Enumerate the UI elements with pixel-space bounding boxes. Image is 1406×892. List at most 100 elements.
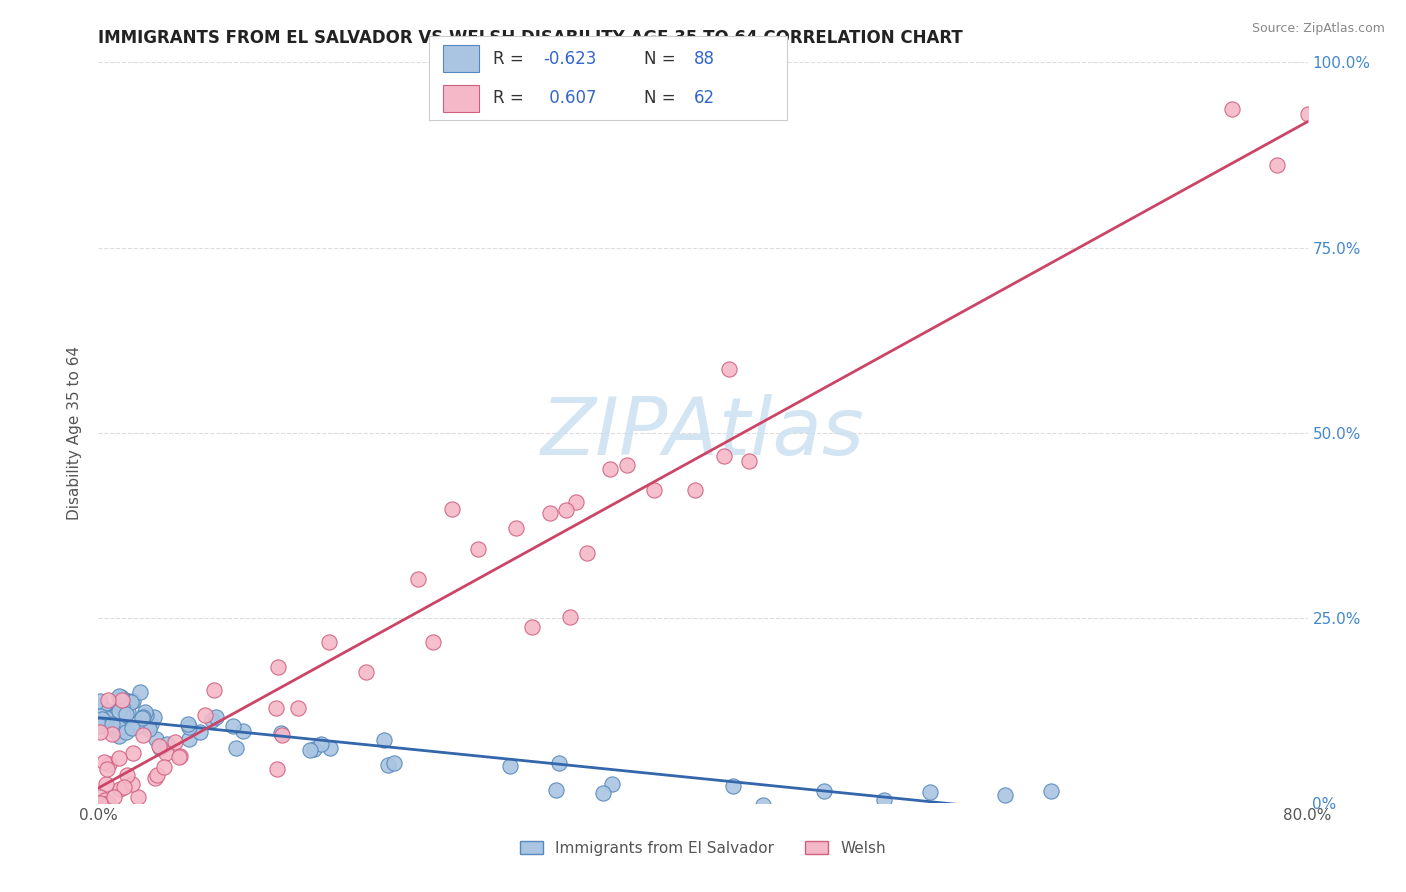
Point [354, 665, 377, 679]
Text: R =: R = [494, 50, 530, 68]
Point [110, 721, 132, 735]
Point [169, 748, 191, 763]
Point [97, 704, 120, 718]
FancyBboxPatch shape [443, 85, 479, 112]
Point [104, 708, 127, 723]
Point [112, 719, 135, 733]
Point [100, 706, 122, 721]
Point [522, 620, 544, 634]
Point [1267, 158, 1289, 172]
Point [89, 709, 111, 723]
Point [600, 777, 623, 791]
Point [188, 724, 211, 739]
Point [813, 784, 835, 798]
Point [299, 743, 322, 757]
Text: ZIPAtlas: ZIPAtlas [541, 393, 865, 472]
Point [104, 718, 127, 732]
Point [111, 708, 134, 723]
Point [576, 546, 599, 560]
Legend: Immigrants from El Salvador, Welsh: Immigrants from El Salvador, Welsh [515, 835, 891, 862]
Point [406, 572, 429, 586]
Point [103, 790, 125, 805]
Point [592, 786, 614, 800]
Point [142, 710, 165, 724]
Point [89, 693, 111, 707]
Point [718, 362, 741, 376]
Point [616, 458, 638, 473]
Point [110, 693, 132, 707]
Point [108, 782, 131, 797]
Point [122, 694, 145, 708]
Point [105, 704, 128, 718]
Point [558, 610, 581, 624]
Point [112, 780, 135, 795]
Point [1039, 784, 1062, 798]
Point [153, 760, 176, 774]
Point [135, 708, 157, 723]
Point [134, 705, 156, 719]
Point [266, 762, 288, 776]
Point [139, 716, 162, 731]
Point [136, 719, 159, 733]
Point [752, 798, 775, 813]
Point [98, 756, 121, 771]
Point [114, 704, 136, 718]
Point [97, 796, 120, 810]
Point [93, 712, 115, 726]
Point [302, 742, 325, 756]
Point [145, 732, 167, 747]
Point [155, 746, 177, 760]
Point [117, 694, 139, 708]
Point [467, 542, 489, 557]
Point [267, 660, 290, 674]
Point [94, 793, 117, 807]
Point [96, 777, 118, 791]
Point [319, 740, 342, 755]
Point [373, 732, 395, 747]
Point [143, 771, 166, 785]
Point [554, 503, 576, 517]
Point [100, 710, 122, 724]
Point [713, 449, 735, 463]
Point [309, 737, 332, 751]
Point [90, 698, 112, 713]
Point [994, 788, 1017, 802]
Point [96, 716, 118, 731]
Point [599, 461, 621, 475]
Point [167, 750, 190, 764]
Point [194, 707, 217, 722]
Text: Source: ZipAtlas.com: Source: ZipAtlas.com [1251, 22, 1385, 36]
Point [1296, 107, 1319, 121]
Point [382, 756, 405, 770]
Text: N =: N = [644, 50, 681, 68]
Point [90, 714, 112, 729]
Point [441, 502, 464, 516]
Point [96, 714, 118, 729]
Point [89, 725, 111, 739]
Point [131, 711, 153, 725]
Point [89, 719, 111, 733]
Point [115, 723, 138, 737]
Point [96, 762, 118, 776]
Point [105, 723, 128, 738]
Point [643, 483, 665, 498]
Point [120, 695, 142, 709]
Point [205, 709, 228, 723]
Point [94, 711, 117, 725]
Text: IMMIGRANTS FROM EL SALVADOR VS WELSH DISABILITY AGE 35 TO 64 CORRELATION CHART: IMMIGRANTS FROM EL SALVADOR VS WELSH DIS… [98, 29, 963, 47]
Point [270, 728, 292, 742]
Point [98, 707, 121, 722]
Point [918, 785, 941, 799]
Text: -0.623: -0.623 [544, 50, 598, 68]
Point [107, 704, 129, 718]
Point [101, 727, 124, 741]
Point [149, 740, 172, 755]
Point [101, 717, 124, 731]
Point [101, 720, 124, 734]
Point [538, 506, 561, 520]
Point [177, 717, 200, 731]
Point [129, 685, 152, 699]
Point [104, 707, 127, 722]
Point [111, 698, 134, 713]
Point [125, 720, 148, 734]
